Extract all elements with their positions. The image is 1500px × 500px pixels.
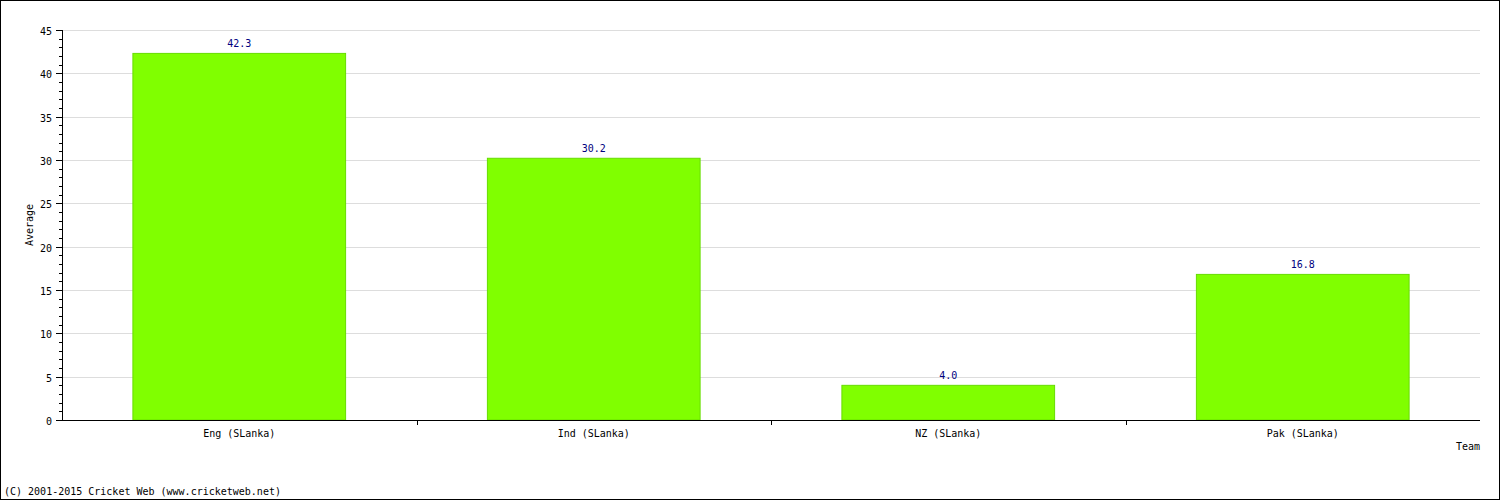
annotation: (C) 2001-2015 Cricket Web (www.cricketwe… [4,486,281,497]
y-minor-tick [59,151,62,152]
y-minor-tick [59,169,62,170]
y-minor-tick [59,108,62,109]
y-axis-label: Average [24,204,35,246]
y-axis [62,30,63,420]
data-label: 16.8 [1291,259,1315,270]
y-tick-label: 30 [40,156,52,167]
background [0,0,1500,500]
y-tick-label: 0 [46,416,52,427]
y-minor-tick [59,221,62,222]
y-minor-tick [59,82,62,83]
labels: 42.3 Eng (SLanka) 30.2 Ind (SLanka) 4.0 NZ (S… [203,38,1339,439]
x-tick-label: Pak (SLanka) [1267,428,1339,439]
y-tick-label: 5 [46,373,52,384]
y-minor-tick [59,359,62,360]
y-minor-tick [59,411,62,412]
x-axis [62,420,1480,421]
y-tick [56,333,62,334]
y-tick-label: 15 [40,286,52,297]
y-minor-tick [59,39,62,40]
data-label: 4.0 [939,370,957,381]
y-tick [56,30,62,31]
y-minor-tick [59,273,62,274]
y-minor-tick [59,125,62,126]
data-label: 30.2 [582,143,606,154]
bar [1196,274,1409,420]
y-tick [56,290,62,291]
bar [487,158,700,420]
y-minor-tick [59,351,62,352]
y-minor-tick [59,238,62,239]
y-tick [56,117,62,118]
y-tick-label: 35 [40,113,52,124]
bar [133,53,346,420]
y-minor-tick [59,212,62,213]
grid-line [62,30,1480,31]
y-minor-tick [59,325,62,326]
y-minor-tick [59,134,62,135]
y-tick [56,420,62,421]
y-minor-tick [59,91,62,92]
border [1,1,1500,500]
y-minor-tick [59,385,62,386]
y-minor-tick [59,403,62,404]
y-minor-tick [59,316,62,317]
y-tick [56,203,62,204]
y-tick-label: 40 [40,69,52,80]
y-minor-tick [59,47,62,48]
y-minor-tick [59,56,62,57]
data-label: 42.3 [227,38,251,49]
y-minor-tick [59,281,62,282]
y-tick [56,247,62,248]
y-minor-tick [59,368,62,369]
chart-svg: 0 5 10 15 20 25 30 35 40 45 42.3 Eng (SLanka) 30.2 In… [0,0,1500,500]
y-minor-tick [59,177,62,178]
y-minor-tick [59,99,62,100]
y-minor-tick [59,299,62,300]
y-tick [56,377,62,378]
y-tick [56,160,62,161]
y-minor-tick [59,307,62,308]
y-minor-tick [59,65,62,66]
bar [842,385,1055,420]
y-minor-tick [59,264,62,265]
y-minor-tick [59,143,62,144]
x-axis-label: Team [1456,441,1480,452]
y-minor-tick [59,342,62,343]
y-tick-label: 45 [40,26,52,37]
y-tick [56,73,62,74]
x-tick-label: Eng (SLanka) [203,428,275,439]
x-tick-label: NZ (SLanka) [915,428,981,439]
chart-container: 0 5 10 15 20 25 30 35 40 45 42.3 Eng (SLanka) 30.2 In… [0,0,1500,500]
y-minor-tick [59,186,62,187]
y-tick-label: 20 [40,243,52,254]
x-tick-label: Ind (SLanka) [558,428,630,439]
y-minor-tick [59,394,62,395]
y-tick-label: 25 [40,199,52,210]
bars [133,53,1409,420]
y-tick-label: 10 [40,329,52,340]
y-minor-tick [59,255,62,256]
y-minor-tick [59,229,62,230]
y-minor-tick [59,195,62,196]
